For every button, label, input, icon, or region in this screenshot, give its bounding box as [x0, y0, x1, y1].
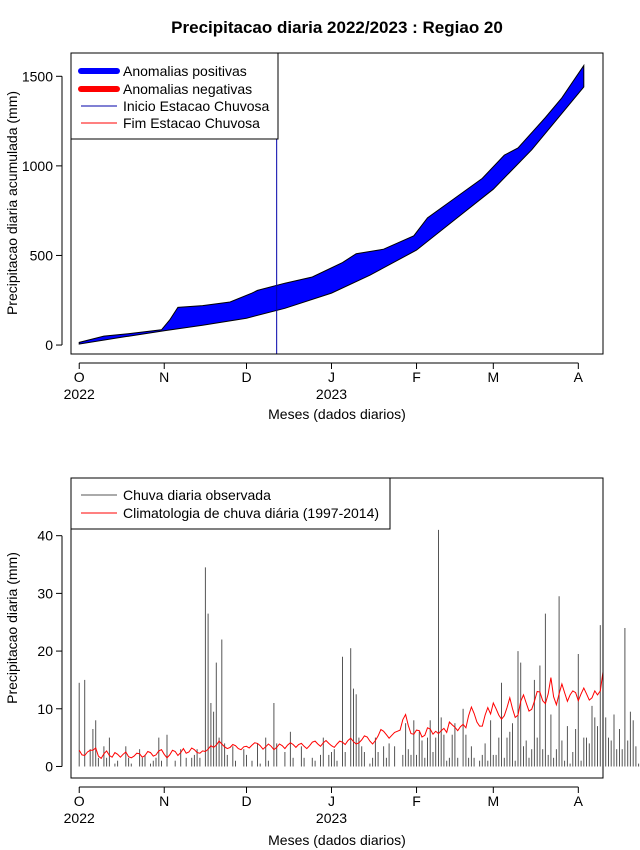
positive-anomaly-fill: [78, 63, 585, 345]
bottom-y-axis: 0 10 20 30 40: [37, 528, 63, 774]
legend-end-label: Fim Estacao Chuvosa: [123, 115, 260, 131]
bottom-y-axis-label: Precipitacao diaria (mm): [4, 552, 20, 704]
legend-negative-label: Anomalias negativas: [123, 81, 252, 97]
top-y-axis: 0 500 1000 1500: [22, 68, 63, 353]
legend-positive-label: Anomalias positivas: [123, 63, 247, 79]
bottom-y-tick-label: 40: [37, 528, 53, 544]
top-x-tick-label: O: [74, 369, 85, 385]
top-x-tick-label: A: [574, 369, 584, 385]
top-y-axis-label: Precipitacao diaria acumulada (mm): [4, 91, 20, 315]
legend-climatology-label: Climatologia de chuva diária (1997-2014): [123, 505, 379, 521]
top-x-tick-label: J: [328, 369, 335, 385]
legend-start-label: Inicio Estacao Chuvosa: [123, 98, 270, 114]
bottom-legend-box: [70, 477, 391, 530]
top-x-tick-label: N: [159, 369, 169, 385]
bottom-x-year-label: 2023: [316, 810, 347, 826]
top-plot-frame: [70, 52, 604, 355]
top-y-tick-label: 0: [45, 337, 53, 353]
top-x-tick-label: D: [241, 369, 251, 385]
bottom-x-axis-label: Meses (dados diarios): [268, 832, 406, 848]
bottom-y-tick-label: 20: [37, 643, 53, 659]
bottom-y-tick-label: 0: [45, 758, 53, 774]
bottom-x-tick-label: A: [574, 793, 584, 809]
observed-rain-bars: [78, 529, 640, 767]
climatology-line: [78, 658, 604, 760]
legend-observed-label: Chuva diaria observada: [123, 487, 271, 503]
top-anomaly-area: [78, 63, 585, 345]
bottom-legend: Chuva diaria observada Climatologia de c…: [70, 477, 391, 530]
bottom-y-tick-label: 10: [37, 701, 53, 717]
bottom-y-tick-label: 30: [37, 585, 53, 601]
bottom-x-tick-label: F: [412, 793, 421, 809]
top-x-tick-label: F: [412, 369, 421, 385]
top-chart-title: Precipitacao diaria 2022/2023 : Regiao 2…: [171, 18, 503, 37]
top-y-tick-label: 1000: [22, 158, 53, 174]
bottom-x-tick-label: D: [241, 793, 251, 809]
top-legend-box: [70, 52, 279, 140]
top-y-tick-label: 500: [30, 247, 54, 263]
top-x-year-label: 2023: [316, 386, 347, 402]
bottom-x-tick-label: N: [159, 793, 169, 809]
top-x-year-label: 2022: [64, 386, 95, 402]
top-legend: Anomalias positivas Anomalias negativas …: [70, 52, 279, 140]
top-x-tick-label: M: [487, 369, 499, 385]
bottom-x-year-label: 2022: [64, 810, 95, 826]
bottom-x-tick-label: J: [328, 793, 335, 809]
bottom-x-tick-label: O: [74, 793, 85, 809]
top-y-tick-label: 1500: [22, 68, 53, 84]
bottom-x-tick-label: M: [487, 793, 499, 809]
top-chart: Precipitacao diaria 2022/2023 : Regiao 2…: [4, 18, 604, 422]
top-x-axis-label: Meses (dados diarios): [268, 406, 406, 422]
